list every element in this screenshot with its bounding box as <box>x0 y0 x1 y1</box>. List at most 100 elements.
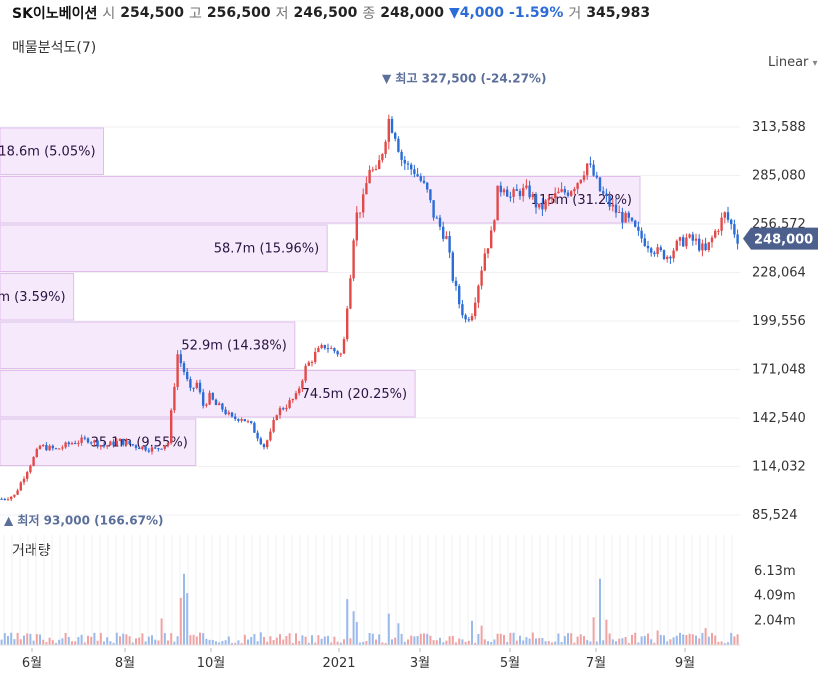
volume-bar <box>253 634 256 645</box>
candle-body <box>605 193 608 197</box>
volume-bar <box>311 635 313 645</box>
candle-body <box>730 219 733 225</box>
volume-bar <box>96 640 99 645</box>
candle-body <box>525 185 528 188</box>
candle-body <box>99 445 102 447</box>
candle-body <box>678 237 682 241</box>
volume-bar <box>448 636 451 645</box>
volume-bar <box>365 640 368 645</box>
candle-body <box>192 387 195 389</box>
volume-bar <box>320 638 323 645</box>
volume-bar <box>74 641 77 645</box>
candle-body <box>461 304 464 316</box>
volume-profile-label: 58.7m (15.96%) <box>214 241 319 256</box>
candle-body <box>675 240 678 251</box>
candle-body <box>630 217 634 221</box>
current-price-tag <box>743 227 818 250</box>
volume-bar <box>471 620 473 645</box>
volume-bar <box>157 640 160 645</box>
volume-bar <box>26 633 29 645</box>
volume-bar <box>179 597 182 645</box>
volume-bar <box>77 637 80 645</box>
candle-body <box>35 449 38 458</box>
candle-body <box>538 203 541 208</box>
open-value: 254,500 <box>120 5 184 21</box>
volume-bar <box>112 642 115 645</box>
volume-bar <box>147 636 150 645</box>
candle-body <box>80 437 83 443</box>
candle-body <box>554 193 557 199</box>
volume-bar <box>496 633 499 645</box>
candle-body <box>86 438 90 443</box>
candle-body <box>93 440 96 443</box>
volume-bar <box>711 632 713 645</box>
candle-body <box>435 217 438 219</box>
volume-bar <box>483 639 486 645</box>
volume-bar <box>272 640 275 645</box>
candle-body <box>67 442 70 445</box>
candle-body <box>205 404 208 406</box>
candle-body <box>13 494 16 497</box>
candle-body <box>422 180 426 183</box>
candle-body <box>218 403 221 406</box>
volume-bar <box>35 634 38 645</box>
candle-body <box>243 419 246 422</box>
candle-body <box>317 348 320 352</box>
volume-bar <box>627 642 630 645</box>
volume-bar <box>695 635 697 645</box>
candle-body <box>83 437 86 439</box>
volume-bar <box>679 632 681 645</box>
candle-body <box>531 194 534 198</box>
candle-body <box>547 198 550 201</box>
candle-body <box>573 188 576 192</box>
volume-bar <box>474 642 477 645</box>
volume-bar <box>359 642 361 645</box>
candle-body <box>38 445 42 450</box>
volume-bar <box>87 635 89 645</box>
candle-body <box>528 185 531 198</box>
volume-bar <box>119 636 121 645</box>
candle-body <box>6 499 10 501</box>
volume-bar <box>394 637 397 645</box>
volume-bar <box>477 633 480 645</box>
candle-body <box>352 240 355 279</box>
y-tick-label: 114,032 <box>752 460 806 475</box>
candle-body <box>451 252 454 281</box>
volume-bar <box>547 641 550 645</box>
volume-bar <box>669 639 672 645</box>
candle-body <box>688 234 691 238</box>
volume-bar <box>487 641 489 645</box>
volume-bar <box>336 641 339 645</box>
candle-body <box>198 382 202 393</box>
candle-body <box>333 348 336 352</box>
candle-body <box>682 237 685 247</box>
candle-body <box>288 400 291 408</box>
volume-bar <box>528 638 531 645</box>
candle-body <box>19 482 22 491</box>
volume-bar <box>595 641 598 645</box>
candle-body <box>61 447 64 449</box>
candle-body <box>182 363 186 373</box>
candle-body <box>208 392 211 405</box>
volume-bar <box>0 639 3 645</box>
candle-body <box>563 189 566 193</box>
open-label: 시 <box>102 6 116 22</box>
candle-body <box>32 457 35 466</box>
candle-body <box>662 250 666 260</box>
candle-body <box>454 280 458 286</box>
y-tick-label: 285,080 <box>752 169 806 184</box>
volume-bar <box>218 642 221 645</box>
volume-bar <box>544 641 547 645</box>
volume-bar <box>480 625 483 645</box>
candle-body <box>298 388 301 394</box>
volume-bar <box>707 636 710 645</box>
volume-bar <box>173 641 176 645</box>
candle-body <box>394 132 397 139</box>
volume-bar <box>416 635 419 645</box>
volume-bar <box>240 643 243 645</box>
volume-bar <box>400 633 403 645</box>
scale-mode-button[interactable]: Linear ▾ <box>768 55 818 70</box>
candle-body <box>259 438 262 445</box>
candle-body <box>445 236 448 239</box>
volume-bar <box>195 636 198 645</box>
